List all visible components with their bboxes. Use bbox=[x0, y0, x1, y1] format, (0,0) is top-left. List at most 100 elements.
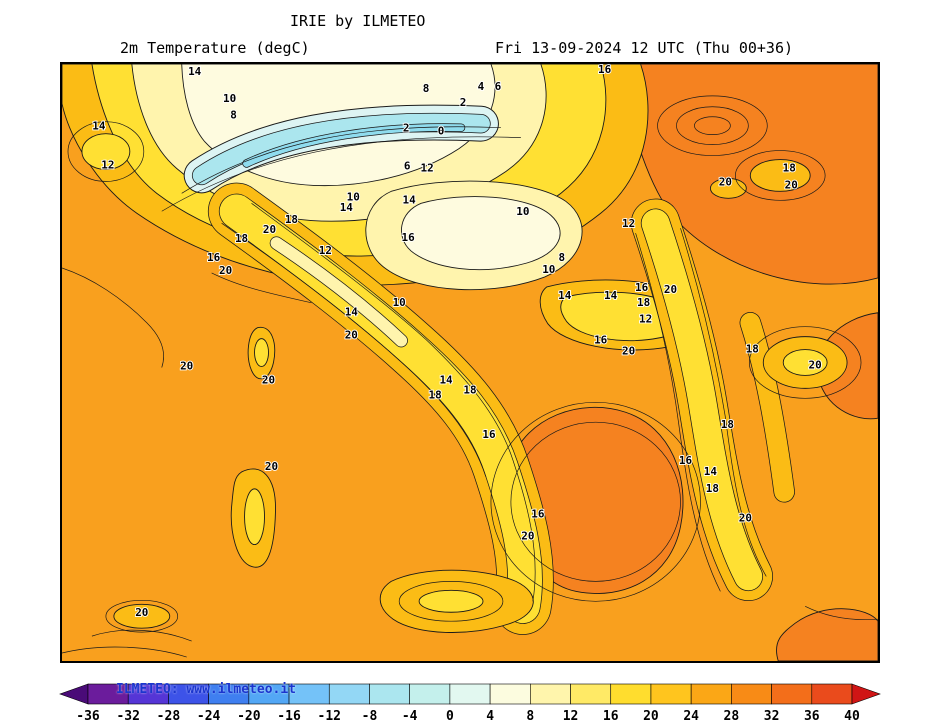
colorbar-segment bbox=[328, 683, 370, 705]
colorbar-tick-label: -4 bbox=[402, 709, 418, 724]
colorbar-segment bbox=[811, 683, 853, 705]
contour-label: 12 bbox=[622, 217, 635, 230]
colorbar-tick-label: 24 bbox=[683, 709, 699, 724]
contour-label: 6 bbox=[404, 159, 411, 172]
colorbar: -36 -32 -28 -24 -20 -16 -12 -8 -4 0 4 8 12 16 20 24 28 32… bbox=[59, 683, 881, 724]
contour-label: 20 bbox=[809, 358, 822, 371]
contour-label: 12 bbox=[101, 158, 114, 171]
colorbar-segment bbox=[650, 683, 692, 705]
contour-label: 20 bbox=[345, 329, 358, 342]
colorbar-left-arrow bbox=[59, 683, 89, 705]
warm-regions bbox=[506, 64, 878, 661]
colorbar-tick-label: -36 bbox=[76, 709, 100, 724]
colorbar-tick-label: 16 bbox=[603, 709, 619, 724]
contour-label: 14 bbox=[188, 65, 202, 78]
colorbar-tick-label: -20 bbox=[237, 709, 261, 724]
colorbar-segment bbox=[731, 683, 772, 705]
contour-label: 10 bbox=[347, 190, 360, 203]
colorbar-tick-label: -32 bbox=[116, 709, 139, 724]
contour-label: 14 bbox=[439, 373, 453, 386]
colorbar-segment bbox=[690, 683, 732, 705]
contour-label: 18 bbox=[235, 232, 248, 245]
colorbar-tick-label: 4 bbox=[486, 709, 494, 724]
contour-label: 8 bbox=[558, 251, 565, 264]
contour-label: 10 bbox=[542, 263, 555, 276]
colorbar-segment bbox=[771, 683, 813, 705]
contour-label: 18 bbox=[285, 213, 298, 226]
colorbar-segment bbox=[489, 683, 531, 705]
colorbar-segment bbox=[570, 683, 612, 705]
contour-label: 20 bbox=[521, 530, 534, 543]
page-title: IRIE by ILMETEO bbox=[290, 12, 426, 30]
subtitle-validtime: Fri 13-09-2024 12 UTC (Thu 00+36) bbox=[495, 39, 794, 57]
contour-label: 16 bbox=[482, 428, 495, 441]
contour-label: 2 bbox=[460, 96, 467, 109]
colorbar-segment bbox=[449, 683, 491, 705]
contour-label: 10 bbox=[516, 205, 529, 218]
contour-label: 14 bbox=[403, 193, 417, 206]
contour-label: 8 bbox=[230, 109, 237, 122]
contour-label: 12 bbox=[319, 244, 332, 257]
colorbar-tick-label: -8 bbox=[362, 709, 378, 724]
contour-label: 14 bbox=[345, 306, 359, 319]
contour-label: 10 bbox=[223, 92, 236, 105]
contour-label: 20 bbox=[739, 512, 752, 525]
contour-label: 12 bbox=[639, 313, 652, 326]
subtitle-variable: 2m Temperature (degC) bbox=[120, 39, 310, 57]
contour-label: 16 bbox=[531, 508, 544, 521]
contour-label: 18 bbox=[746, 343, 759, 356]
watermark: ILMETEO: www.ilmeteo.it bbox=[116, 682, 297, 697]
colorbar-tick-label: 0 bbox=[446, 709, 454, 724]
colorbar-segment bbox=[369, 683, 410, 705]
contour-label: 12 bbox=[421, 161, 434, 174]
contour-label: 20 bbox=[719, 175, 732, 188]
colorbar-tick-label: -24 bbox=[197, 709, 221, 724]
contour-label: 0 bbox=[438, 125, 445, 138]
colorbar-segments bbox=[87, 683, 853, 705]
contour-label: 20 bbox=[265, 460, 278, 473]
colorbar-ticks: -36 -32 -28 -24 -20 -16 -12 -8 -4 0 4 8 12 16 20 24 28 32… bbox=[76, 709, 860, 724]
balkans-band bbox=[630, 198, 795, 602]
contour-label: 16 bbox=[598, 64, 611, 76]
contour-label: 14 bbox=[340, 201, 354, 214]
contour-label: 20 bbox=[262, 373, 275, 386]
contour-label: 16 bbox=[594, 334, 607, 347]
contour-label: 4 bbox=[478, 80, 485, 93]
colorbar-tick-label: 8 bbox=[526, 709, 534, 724]
contour-label: 20 bbox=[664, 283, 677, 296]
contour-label: 2 bbox=[403, 122, 410, 135]
contour-label: 20 bbox=[219, 264, 232, 277]
colorbar-tick-label: 28 bbox=[724, 709, 740, 724]
contour-label: 16 bbox=[402, 231, 415, 244]
contour-label: 14 bbox=[92, 120, 106, 133]
colorbar-tick-label: -28 bbox=[157, 709, 181, 724]
contour-label: 18 bbox=[721, 418, 734, 431]
colorbar-right-arrow bbox=[851, 683, 881, 705]
contour-label: 20 bbox=[135, 606, 148, 619]
colorbar-tick-label: 20 bbox=[643, 709, 659, 724]
contour-label: 20 bbox=[785, 178, 798, 191]
colorbar-tick-label: 12 bbox=[563, 709, 579, 724]
contour-label: 16 bbox=[207, 251, 220, 264]
contour-label: 14 bbox=[604, 289, 618, 302]
colorbar-segment bbox=[610, 683, 652, 705]
colorbar-segment bbox=[409, 683, 451, 705]
contour-label: 14 bbox=[558, 289, 572, 302]
colorbar-tick-label: 36 bbox=[804, 709, 820, 724]
colorbar-tick-label: -16 bbox=[277, 709, 301, 724]
contour-label: 10 bbox=[393, 296, 406, 309]
colorbar-segment bbox=[530, 683, 571, 705]
colorbar-tick-label: 32 bbox=[764, 709, 780, 724]
contour-label: 20 bbox=[263, 223, 276, 236]
contour-label: 20 bbox=[622, 345, 635, 358]
contour-label: 6 bbox=[495, 80, 502, 93]
contour-label: 16 bbox=[635, 281, 648, 294]
colorbar-tick-label: -12 bbox=[318, 709, 341, 724]
contour-label: 18 bbox=[463, 383, 476, 396]
contour-label: 14 bbox=[704, 465, 718, 478]
contour-label: 18 bbox=[706, 482, 719, 495]
contour-label: 18 bbox=[428, 388, 441, 401]
